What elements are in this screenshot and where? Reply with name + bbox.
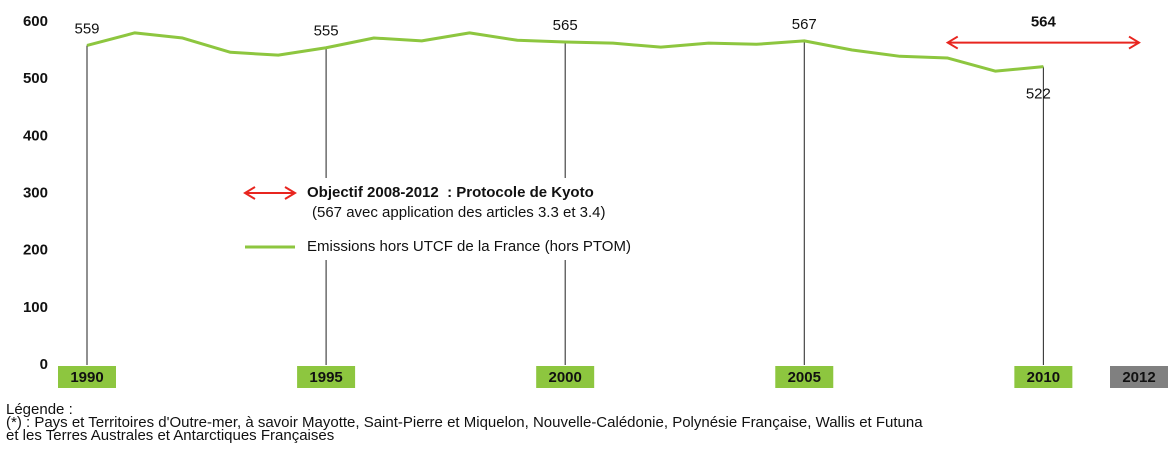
series-line: [86, 31, 1044, 73]
y-tick-label: 300: [23, 184, 48, 201]
legend-arrow-head: [243, 186, 256, 200]
target-arrow-head: [1128, 35, 1141, 50]
x-tick-box: [536, 366, 595, 388]
x-tick-box: [775, 366, 834, 388]
legend-background: [240, 178, 750, 260]
y-tick-label: 400: [23, 127, 48, 144]
value-label: 522: [1026, 86, 1051, 103]
y-tick-label: 500: [23, 70, 48, 87]
y-tick-label: 600: [23, 13, 48, 30]
x-tick-label: 2000: [548, 369, 581, 386]
y-tick-label: 0: [40, 356, 48, 373]
target-arrow-head: [945, 35, 959, 50]
legend-target: Objectif 2008-2012 : Protocole de Kyoto: [307, 184, 594, 201]
x-tick-label: 1990: [70, 369, 103, 386]
legend-arrow-head: [284, 186, 297, 200]
x-tick-box: [297, 366, 356, 388]
x-tick-box: [58, 366, 116, 388]
x-tick-label: 2012: [1122, 369, 1155, 386]
note: Légende :: [6, 401, 73, 418]
legend-series: Emissions hors UTCF de la France (hors P…: [307, 238, 631, 255]
x-tick-box: [1110, 366, 1168, 388]
note: (*) : Pays et Territoires d'Outre-mer, à…: [6, 414, 923, 431]
value-label: 565: [553, 17, 578, 34]
x-tick-label: 2005: [788, 369, 821, 386]
y-tick-label: 100: [23, 299, 48, 316]
y-tick-label: 200: [23, 242, 48, 259]
target-label: 564: [1031, 14, 1057, 31]
x-tick-label: 1995: [309, 369, 342, 386]
x-tick-label: 2010: [1027, 369, 1060, 386]
legend-target-note: (567 avec application des articles 3.3 e…: [312, 204, 606, 221]
x-tick-box: [1014, 366, 1073, 388]
value-label: 567: [792, 16, 817, 33]
note: et les Terres Australes et Antarctiques …: [6, 427, 334, 444]
value-label: 559: [74, 20, 99, 37]
value-label: 555: [314, 23, 339, 40]
